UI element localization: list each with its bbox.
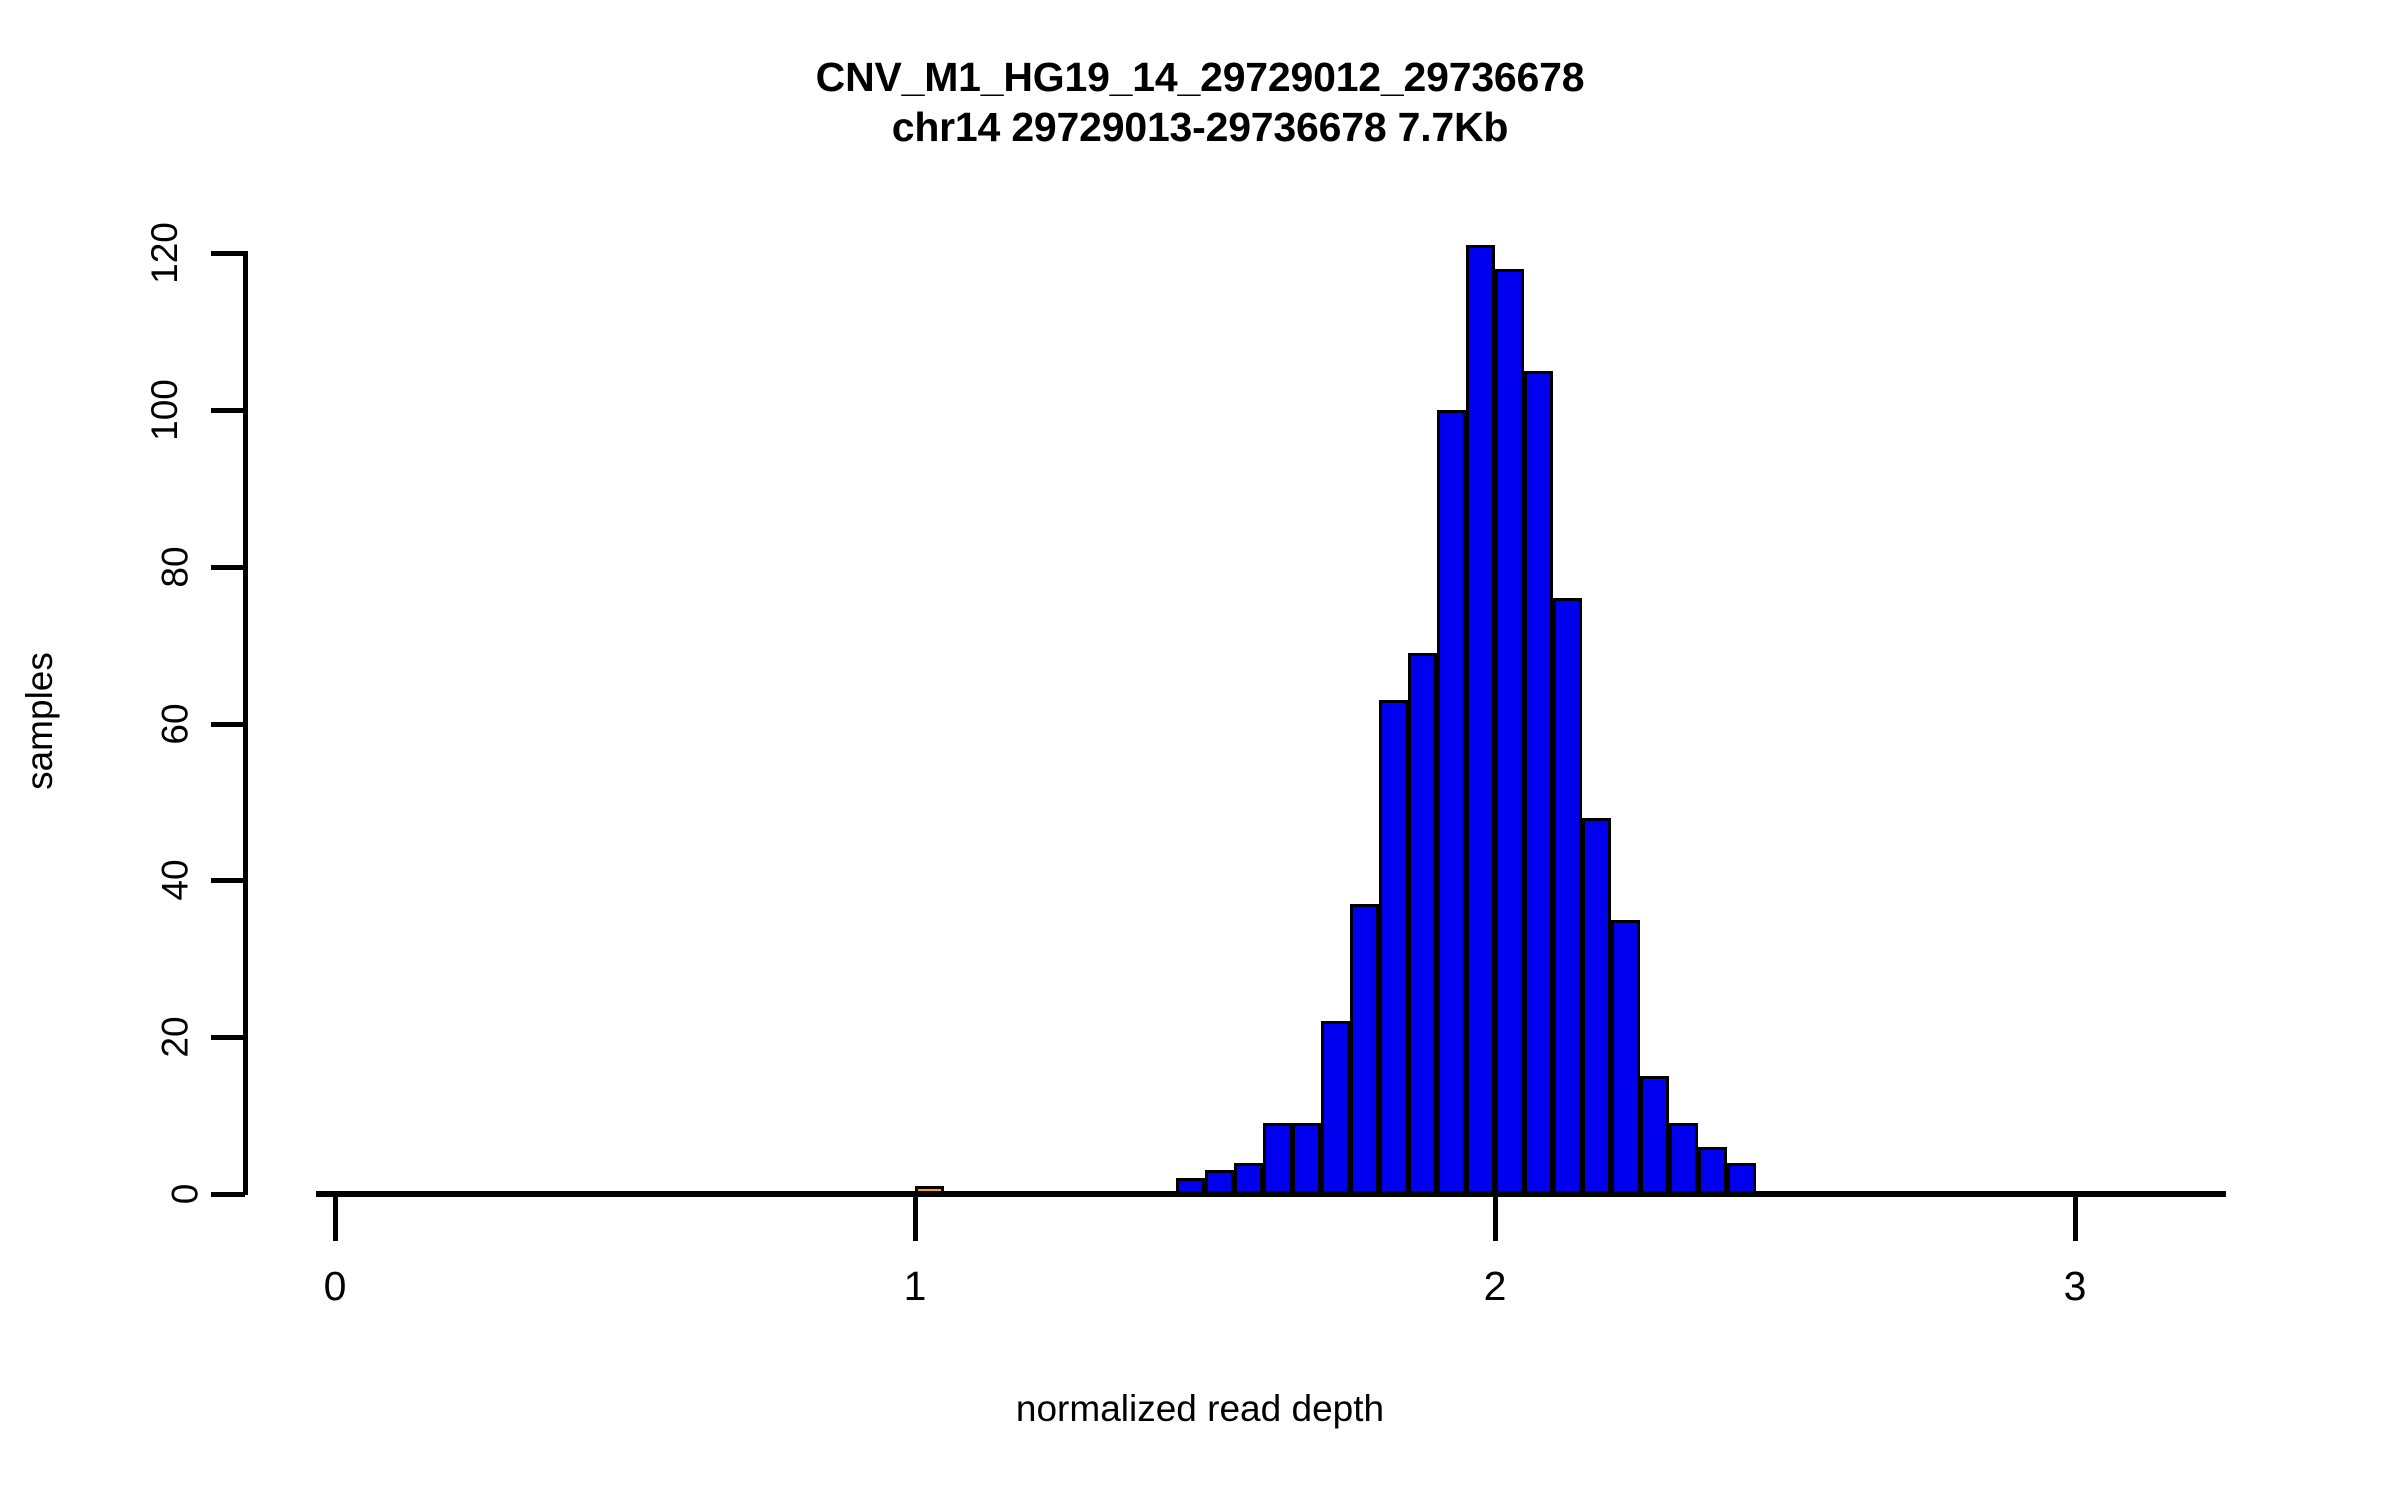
histogram-bar [1176,1178,1205,1194]
histogram-bar [1640,1076,1669,1194]
x-axis-tick-label: 1 [903,1263,927,1309]
histogram-bar [1234,1162,1263,1194]
chart-title-block: CNV_M1_HG19_14_29729012_29736678 chr14 2… [0,52,2400,152]
x-axis-tick [333,1197,338,1241]
histogram-bar [1379,699,1408,1194]
histogram-bar [1611,919,1640,1194]
y-axis-tick [211,564,245,570]
histogram-bar [1669,1123,1698,1194]
histogram-bar [1408,652,1437,1194]
chart-subtitle: chr14 29729013-29736678 7.7Kb [891,104,1509,151]
y-axis-line [243,251,248,1195]
y-axis-tick-label: 0 [164,1183,206,1205]
histogram-bar [1495,268,1524,1194]
x-axis-tick [2073,1197,2078,1241]
histogram-bar [1553,598,1582,1194]
histogram-bar [1582,817,1611,1194]
histogram-bar [1727,1162,1756,1194]
y-axis-tick [211,878,245,884]
x-axis-tick [913,1197,918,1241]
histogram-bar [1698,1146,1727,1194]
x-axis-line [316,1191,2226,1197]
histogram-bar [1524,370,1553,1194]
y-axis-tick [211,1035,245,1041]
histogram-bar [1350,903,1379,1194]
y-axis-tick [211,1192,245,1197]
histogram-bar [1437,409,1466,1194]
x-axis-tick-label: 2 [1483,1263,1507,1309]
y-axis-tick-label: 120 [144,222,186,284]
y-axis-tick-label: 80 [154,546,196,588]
x-axis-title: normalized read depth [1015,1388,1385,1429]
x-axis-tick [1493,1197,1498,1241]
x-axis-tick-label: 3 [2063,1263,2087,1309]
y-axis-tick-label: 100 [144,378,186,441]
histogram-bar [1466,245,1495,1194]
y-axis-tick [211,721,245,727]
y-axis-tick-label: 60 [154,702,196,745]
y-axis-tick-label: 40 [154,859,196,901]
y-axis-tick-label: 20 [154,1016,196,1058]
histogram-bar [915,1186,944,1194]
histogram-bar [1263,1123,1292,1194]
y-axis-tick [211,251,245,256]
histogram-bar [1292,1123,1321,1194]
histogram-bar [1321,1021,1350,1194]
x-axis-tick-label: 0 [323,1263,347,1309]
page-title: CNV_M1_HG19_14_29729012_29736678 [815,54,1585,100]
y-axis-tick [211,407,245,413]
histogram-bar [1205,1170,1234,1194]
